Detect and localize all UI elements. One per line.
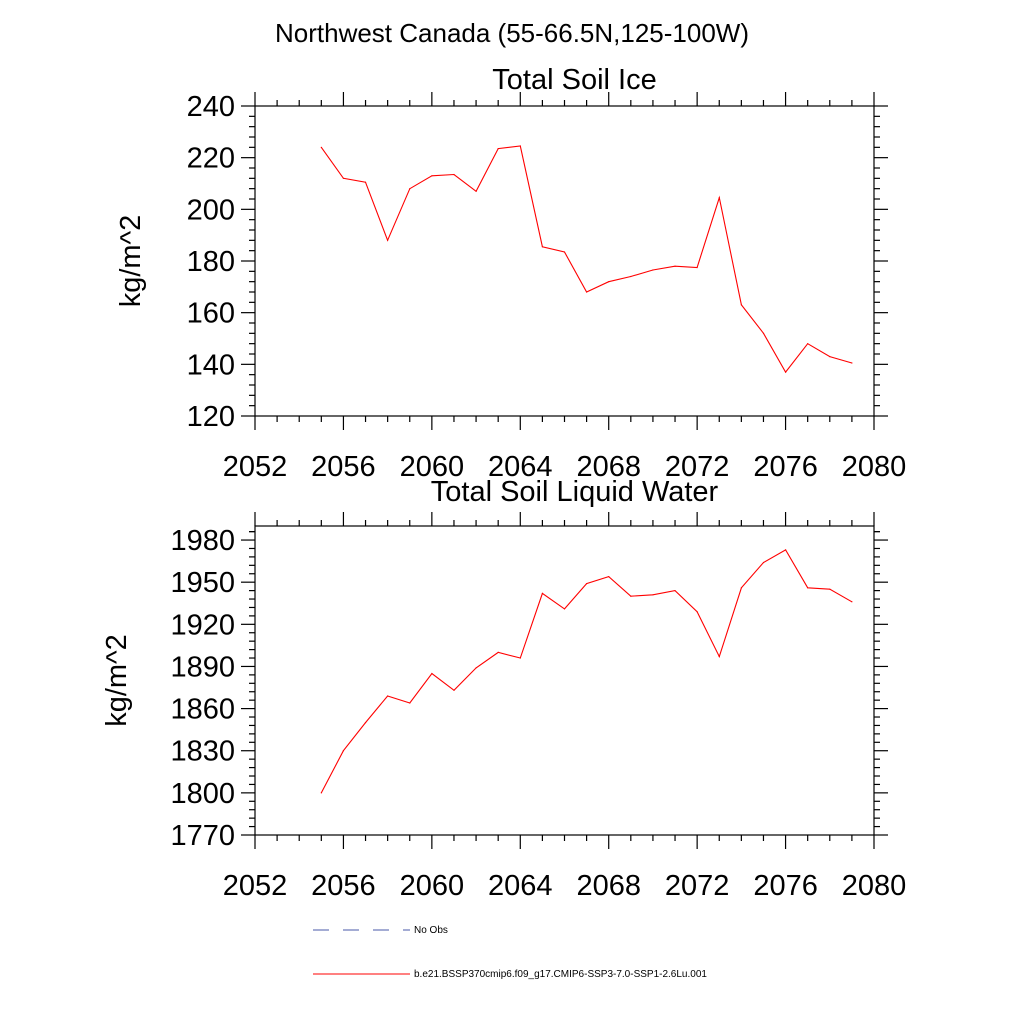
x-tick-label: 2068 xyxy=(576,451,641,483)
legend: No Obs b.e21.BSSP370cmip6.f09_g17.CMIP6-… xyxy=(313,925,707,980)
x-tick-label: 2072 xyxy=(665,870,730,902)
chart-title: Total Soil Ice xyxy=(492,64,656,96)
plot-frame xyxy=(254,525,875,836)
y-tick-label: 1920 xyxy=(170,609,235,641)
data-point xyxy=(652,594,654,596)
data-point xyxy=(851,601,853,603)
x-tick-label: 2064 xyxy=(488,451,553,483)
data-point xyxy=(696,611,698,613)
series-line xyxy=(320,145,853,374)
x-tick-label: 2080 xyxy=(842,451,907,483)
data-point xyxy=(807,587,809,589)
x-tick-label: 2076 xyxy=(753,451,818,483)
data-point xyxy=(541,246,544,248)
y-tick-label: 200 xyxy=(187,194,235,226)
data-point xyxy=(387,239,389,241)
data-point xyxy=(409,188,411,190)
data-point xyxy=(829,588,831,590)
data-point xyxy=(785,371,787,373)
y-tick-label: 1860 xyxy=(170,694,235,726)
x-tick-label: 2064 xyxy=(488,870,553,902)
x-tick-label: 2080 xyxy=(842,870,907,902)
data-point xyxy=(696,266,698,269)
x-tick-label: 2068 xyxy=(576,870,641,902)
data-point xyxy=(630,595,632,597)
data-point xyxy=(497,651,499,654)
data-point xyxy=(762,332,765,334)
data-point xyxy=(519,145,521,147)
data-point xyxy=(387,695,389,697)
plot-frame xyxy=(254,105,875,417)
data-point xyxy=(740,587,743,589)
data-point xyxy=(718,656,720,658)
x-tick-label: 2052 xyxy=(223,451,288,483)
data-point xyxy=(453,689,455,691)
data-point xyxy=(608,576,610,578)
y-tick-label: 120 xyxy=(187,401,235,433)
x-tick-label: 2056 xyxy=(311,870,376,902)
data-point xyxy=(851,362,853,364)
data-point xyxy=(674,590,676,592)
data-point xyxy=(674,265,676,267)
data-point xyxy=(586,583,588,585)
y-tick-label: 180 xyxy=(187,246,235,278)
data-point xyxy=(409,702,411,704)
figure-title: Northwest Canada (55-66.5N,125-100W) xyxy=(275,18,749,48)
data-point xyxy=(652,269,654,271)
y-axis-label: kg/m^2 xyxy=(115,215,147,308)
x-tick-label: 2076 xyxy=(753,870,818,902)
data-point xyxy=(431,672,433,675)
data-point xyxy=(431,175,433,177)
x-tick-label: 2056 xyxy=(311,451,376,483)
y-tick-label: 1890 xyxy=(170,651,235,683)
data-point xyxy=(563,608,566,610)
data-point xyxy=(475,667,477,669)
chart-title: Total Soil Liquid Water xyxy=(431,476,719,508)
data-point xyxy=(807,343,809,345)
x-tick-label: 2052 xyxy=(223,870,288,902)
data-point xyxy=(563,251,566,253)
legend-obs-label: No Obs xyxy=(414,925,448,936)
data-point xyxy=(519,657,521,659)
legend-model-label: b.e21.BSSP370cmip6.f09_g17.CMIP6-SSP3-7.… xyxy=(414,969,707,980)
data-point xyxy=(475,190,477,192)
data-point xyxy=(364,181,367,183)
y-tick-label: 1800 xyxy=(170,778,235,810)
data-point xyxy=(785,549,787,551)
data-point xyxy=(342,177,344,179)
y-tick-label: 220 xyxy=(187,143,235,175)
data-point xyxy=(320,792,322,794)
data-point xyxy=(740,304,743,306)
data-point xyxy=(320,146,322,148)
data-point xyxy=(630,275,632,278)
y-axis-label: kg/m^2 xyxy=(101,634,133,727)
x-tick-label: 2060 xyxy=(400,870,465,902)
data-point xyxy=(342,750,344,752)
data-point xyxy=(586,291,588,293)
data-point xyxy=(608,281,610,283)
data-point xyxy=(453,173,455,176)
soil-ice-chart: Total Soil Ice kg/m^2 2052 2056 2060 2064 2068… xyxy=(115,64,906,483)
series-line xyxy=(320,549,853,794)
data-point xyxy=(497,148,499,150)
data-point xyxy=(364,722,367,724)
data-point xyxy=(829,356,831,358)
y-tick-label: 160 xyxy=(187,298,235,330)
y-tick-label: 1980 xyxy=(170,525,235,557)
y-tick-label: 1950 xyxy=(170,567,235,599)
y-tick-label: 1830 xyxy=(170,736,235,768)
y-tick-label: 1770 xyxy=(170,820,235,852)
x-tick-label: 2060 xyxy=(400,451,465,483)
data-point xyxy=(762,561,765,564)
soil-liquid-water-chart: Total Soil Liquid Water kg/m^2 2052 2056 206… xyxy=(101,476,906,902)
x-tick-label: 2072 xyxy=(665,451,730,483)
y-tick-label: 140 xyxy=(187,349,235,381)
data-point xyxy=(541,592,544,595)
data-point xyxy=(718,197,720,199)
y-tick-label: 240 xyxy=(187,91,235,123)
